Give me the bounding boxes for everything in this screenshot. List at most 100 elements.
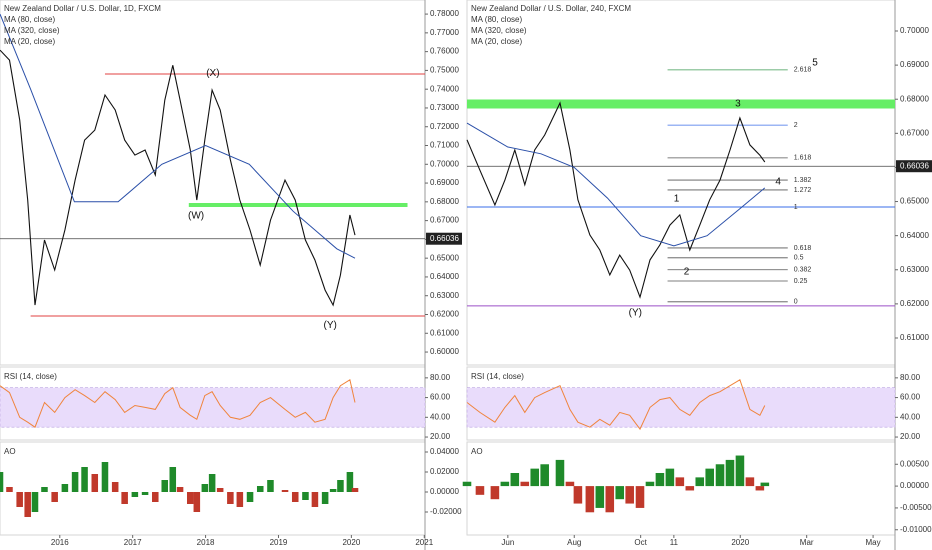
y-tick-label: 0.65000: [900, 197, 929, 206]
ma-line: [0, 13, 356, 259]
ao-bar: [540, 464, 549, 487]
ao-title: AO: [4, 447, 16, 456]
y-tick-label: 0.60000: [430, 347, 459, 356]
ao-bar: [321, 492, 329, 504]
ao-bar: [291, 492, 299, 502]
ao-bar: [705, 468, 715, 487]
ao-bar: [131, 492, 139, 497]
ao-bar: [346, 472, 354, 492]
ao-bar: [695, 477, 705, 487]
rsi-band: [466, 387, 896, 428]
y-tick-label: 0.72000: [430, 122, 459, 131]
ao-bar: [655, 473, 665, 487]
fib-label: 2: [794, 122, 798, 129]
y-tick-label: 20.00: [900, 432, 921, 441]
y-tick-label: 0.73000: [430, 103, 459, 112]
x-tick-label: 2018: [197, 538, 215, 547]
annotation: 1: [674, 193, 680, 204]
y-tick-label: 0.63000: [900, 265, 929, 274]
price-line: [466, 101, 766, 299]
y-tick-label: 0.71000: [430, 141, 459, 150]
annotation: 3: [735, 99, 741, 110]
ao-bar: [0, 472, 4, 492]
y-tick-label: 0.77000: [430, 28, 459, 37]
legend-entry: MA (80, close): [471, 15, 522, 24]
annotation: (Y): [629, 308, 642, 319]
y-tick-label: 0.69000: [430, 178, 459, 187]
last-price-box: [426, 232, 462, 245]
x-tick-label: Jun: [501, 538, 514, 547]
ao-bar: [615, 486, 625, 500]
y-tick-label: 60.00: [430, 393, 451, 402]
chart-title: New Zealand Dollar / U.S. Dollar, 1D, FX…: [4, 4, 161, 13]
ao-bar: [595, 486, 605, 508]
ao-bar: [101, 462, 109, 492]
fib-label: 1.272: [794, 187, 812, 194]
ao-bar: [665, 468, 675, 487]
y-tick-label: 0.68000: [900, 94, 929, 103]
ao-bar: [311, 492, 319, 507]
ao-bar: [216, 488, 224, 492]
ao-bar: [462, 481, 472, 487]
y-tick-label: 0.04000: [430, 447, 459, 456]
y-tick-label: 40.00: [900, 412, 921, 421]
y-tick-label: 0.61000: [430, 328, 459, 337]
y-tick-label: 0.78000: [430, 9, 459, 18]
ao-bar: [227, 492, 234, 504]
ao-bar: [51, 492, 58, 502]
y-tick-label: 0.61000: [900, 333, 929, 342]
ao-bar: [565, 481, 575, 487]
y-tick-label: 0.62000: [430, 310, 459, 319]
x-tick-label: 2020: [731, 538, 749, 547]
ao-bar: [176, 487, 184, 492]
ao-bar: [573, 486, 583, 504]
x-tick-label: 2019: [270, 538, 288, 547]
ao-bar: [735, 455, 745, 487]
ao-bar: [530, 468, 540, 487]
ao-bar: [329, 489, 337, 492]
ao-bar: [645, 481, 655, 487]
fib-label: 1: [794, 204, 798, 211]
ao-bar: [236, 492, 244, 507]
ao-bar: [760, 482, 770, 487]
y-tick-label: 0.64000: [430, 272, 459, 281]
ao-bar: [31, 492, 39, 512]
y-tick-label: 80.00: [900, 373, 921, 382]
y-tick-label: 0.00000: [430, 487, 459, 496]
ao-bar: [715, 464, 725, 487]
ao-bar: [91, 474, 99, 492]
ao-bar: [24, 492, 31, 517]
legend-entry: MA (80, close): [4, 15, 55, 24]
ao-bar: [475, 486, 485, 495]
ao-bar: [337, 480, 344, 492]
ao-bar: [625, 486, 634, 504]
legend-entry: MA (320, close): [4, 26, 60, 35]
x-tick-label: 2021: [415, 538, 433, 547]
y-tick-label: 0.63000: [430, 291, 459, 300]
y-tick-label: 0.74000: [430, 84, 459, 93]
ao-bar: [41, 487, 48, 492]
y-tick-label: 0.70000: [900, 26, 929, 35]
ao-bar: [267, 480, 274, 492]
ao-bar: [500, 481, 510, 487]
rsi-title: RSI (14, close): [471, 372, 524, 381]
rsi-title: RSI (14, close): [4, 372, 57, 381]
ao-bar: [201, 484, 209, 492]
ao-bar: [81, 467, 88, 492]
rsi-band: [0, 387, 426, 428]
fib-label: 1.618: [794, 155, 812, 162]
fib-label: 2.618: [794, 67, 812, 74]
annotation: 5: [812, 58, 818, 69]
fib-label: 0.5: [794, 255, 804, 262]
ao-bar: [555, 459, 565, 487]
rsi-line: [466, 379, 766, 431]
fib-label: 1.382: [794, 177, 812, 184]
chart-title: New Zealand Dollar / U.S. Dollar, 240, F…: [471, 4, 631, 13]
y-tick-label: 0.69000: [900, 60, 929, 69]
last-price-label: 0.66036: [900, 161, 929, 170]
ao-bar: [141, 492, 149, 495]
ao-bar: [490, 486, 500, 500]
y-tick-label: 40.00: [430, 412, 451, 421]
